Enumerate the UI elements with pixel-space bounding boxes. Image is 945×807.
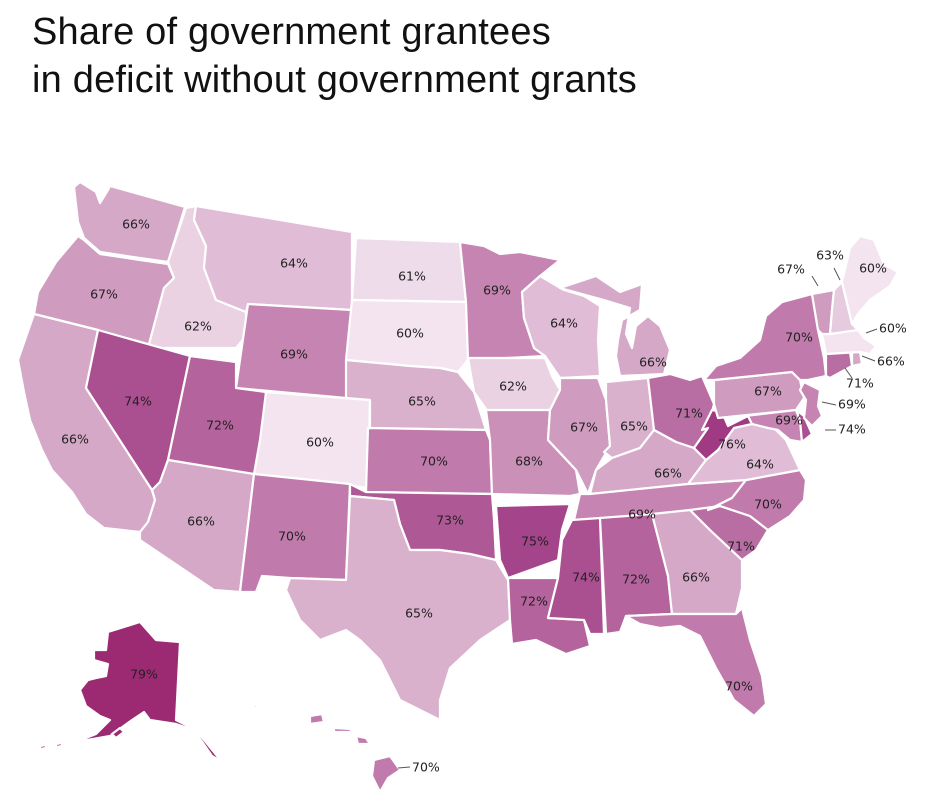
label-ok: 73%	[436, 513, 464, 528]
label-nv: 74%	[124, 394, 152, 409]
label-al: 72%	[622, 572, 650, 587]
label-ms: 74%	[572, 570, 600, 585]
label-wy: 69%	[280, 347, 308, 362]
label-ak: 79%	[130, 667, 158, 682]
label-pa: 67%	[754, 384, 782, 399]
label-tn: 69%	[628, 507, 656, 522]
label-md: 69%	[775, 413, 803, 428]
state-ct[interactable]	[824, 350, 854, 380]
label-ct: 71%	[846, 376, 874, 391]
label-co: 60%	[306, 435, 334, 450]
state-nc[interactable]	[706, 468, 808, 532]
label-il: 67%	[570, 420, 598, 435]
label-nc: 70%	[754, 497, 782, 512]
label-az: 66%	[187, 514, 215, 529]
label-nj: 69%	[838, 397, 866, 412]
title-line-2: in deficit without government grants	[32, 59, 637, 101]
state-nj[interactable]	[798, 380, 824, 428]
title-line-1: Share of government grantees	[32, 11, 551, 53]
label-or: 67%	[90, 287, 118, 302]
label-wv: 76%	[718, 437, 746, 452]
label-mt: 64%	[280, 256, 308, 271]
label-nm: 70%	[278, 529, 306, 544]
label-mo: 68%	[515, 454, 543, 469]
state-ak-islands	[38, 726, 126, 751]
label-tx: 65%	[405, 606, 433, 621]
label-ks: 70%	[420, 454, 448, 469]
label-de: 74%	[838, 422, 866, 437]
chart-title: Share of government grantees in deficit …	[32, 8, 637, 104]
label-vt: 67%	[777, 262, 805, 277]
leader-ct	[844, 367, 853, 379]
leader-nh	[833, 267, 841, 281]
state-wa[interactable]	[72, 180, 187, 264]
label-ca: 66%	[61, 432, 89, 447]
leader-ri	[861, 355, 876, 362]
state-mt[interactable]	[192, 204, 354, 314]
label-la: 72%	[520, 594, 548, 609]
label-ar: 75%	[521, 534, 549, 549]
state-ak[interactable]	[74, 620, 224, 764]
label-ne: 65%	[408, 394, 436, 409]
state-labels: 66% 67% 66% 62% 74% 64% 69% 72% 66% 60% …	[61, 217, 907, 775]
state-hi[interactable]	[252, 702, 402, 794]
state-fl[interactable]	[624, 606, 768, 718]
leader-ma	[865, 328, 878, 334]
state-ri[interactable]	[850, 350, 864, 368]
label-ia: 62%	[499, 379, 527, 394]
label-ky: 66%	[654, 466, 682, 481]
label-sc: 71%	[727, 539, 755, 554]
label-nd: 61%	[398, 269, 426, 284]
label-wa: 66%	[122, 217, 150, 232]
state-me[interactable]	[840, 234, 900, 326]
label-ny: 70%	[785, 330, 813, 345]
label-wi: 64%	[550, 316, 578, 331]
label-hi: 70%	[412, 760, 440, 775]
state-ar[interactable]	[494, 502, 572, 580]
label-oh: 71%	[675, 406, 703, 421]
label-me: 60%	[859, 261, 887, 276]
label-va: 64%	[746, 457, 774, 472]
label-in: 65%	[620, 419, 648, 434]
label-nh: 63%	[816, 248, 844, 263]
label-mi: 66%	[639, 355, 667, 370]
state-tx[interactable]	[284, 494, 512, 722]
state-ne[interactable]	[344, 358, 488, 432]
label-mn: 69%	[483, 283, 511, 298]
label-ga: 66%	[682, 570, 710, 585]
state-ma[interactable]	[820, 328, 878, 356]
leader-nj	[821, 401, 837, 406]
leader-hi	[397, 766, 411, 769]
label-fl: 70%	[725, 679, 753, 694]
label-id: 62%	[184, 319, 212, 334]
label-ma: 60%	[879, 321, 907, 336]
state-de[interactable]	[794, 408, 814, 444]
label-sd: 60%	[396, 326, 424, 341]
label-ut: 72%	[206, 418, 234, 433]
leader-vt	[811, 275, 819, 287]
label-ri: 66%	[877, 354, 905, 369]
